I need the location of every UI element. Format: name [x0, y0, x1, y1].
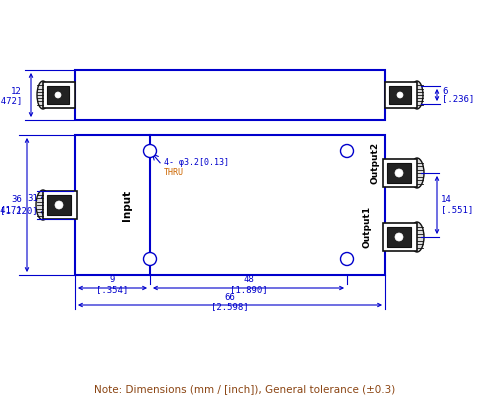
Text: Output2: Output2	[370, 142, 379, 184]
Text: 4- φ3.2[0.13]: 4- φ3.2[0.13]	[163, 158, 228, 168]
Text: [.472]: [.472]	[0, 96, 22, 105]
Text: Input: Input	[122, 190, 132, 221]
Bar	[384, 82, 416, 108]
Bar	[382, 223, 416, 251]
Text: 36: 36	[11, 196, 22, 205]
Circle shape	[340, 145, 353, 158]
Text: [.551]: [.551]	[440, 205, 472, 215]
Text: 66: 66	[224, 292, 235, 301]
Bar	[43, 191, 77, 219]
Bar	[47, 86, 69, 104]
Text: [1.890]: [1.890]	[229, 286, 267, 294]
Bar	[382, 159, 416, 187]
Bar	[47, 195, 71, 215]
Ellipse shape	[37, 81, 49, 109]
Ellipse shape	[409, 158, 423, 188]
Bar	[43, 82, 75, 108]
Text: 12: 12	[11, 87, 22, 96]
Ellipse shape	[410, 81, 422, 109]
Circle shape	[143, 145, 156, 158]
Circle shape	[394, 169, 402, 177]
Circle shape	[55, 201, 63, 209]
Circle shape	[340, 252, 353, 266]
Text: [1.417]: [1.417]	[0, 205, 22, 215]
Text: 14: 14	[440, 196, 451, 205]
Bar	[75, 70, 384, 120]
Text: [1.220]: [1.220]	[0, 207, 38, 215]
Text: [.236]: [.236]	[441, 94, 473, 104]
Text: THRU: THRU	[163, 168, 183, 177]
Text: Note: Dimensions (mm / [inch]), General tolerance (±0.3): Note: Dimensions (mm / [inch]), General …	[94, 384, 394, 394]
Circle shape	[394, 233, 402, 241]
Text: 6: 6	[441, 87, 447, 96]
Circle shape	[143, 252, 156, 266]
Text: 48: 48	[243, 275, 253, 284]
Circle shape	[396, 92, 402, 98]
Text: 31: 31	[27, 194, 38, 203]
Text: Output1: Output1	[362, 206, 371, 248]
Ellipse shape	[409, 222, 423, 252]
Bar	[75, 135, 384, 275]
Text: 9: 9	[110, 275, 115, 284]
Ellipse shape	[36, 190, 50, 220]
Bar	[386, 163, 410, 183]
Text: [.354]: [.354]	[96, 286, 128, 294]
Bar	[388, 86, 410, 104]
Bar	[386, 227, 410, 247]
Text: [2.598]: [2.598]	[211, 303, 248, 311]
Circle shape	[55, 92, 61, 98]
